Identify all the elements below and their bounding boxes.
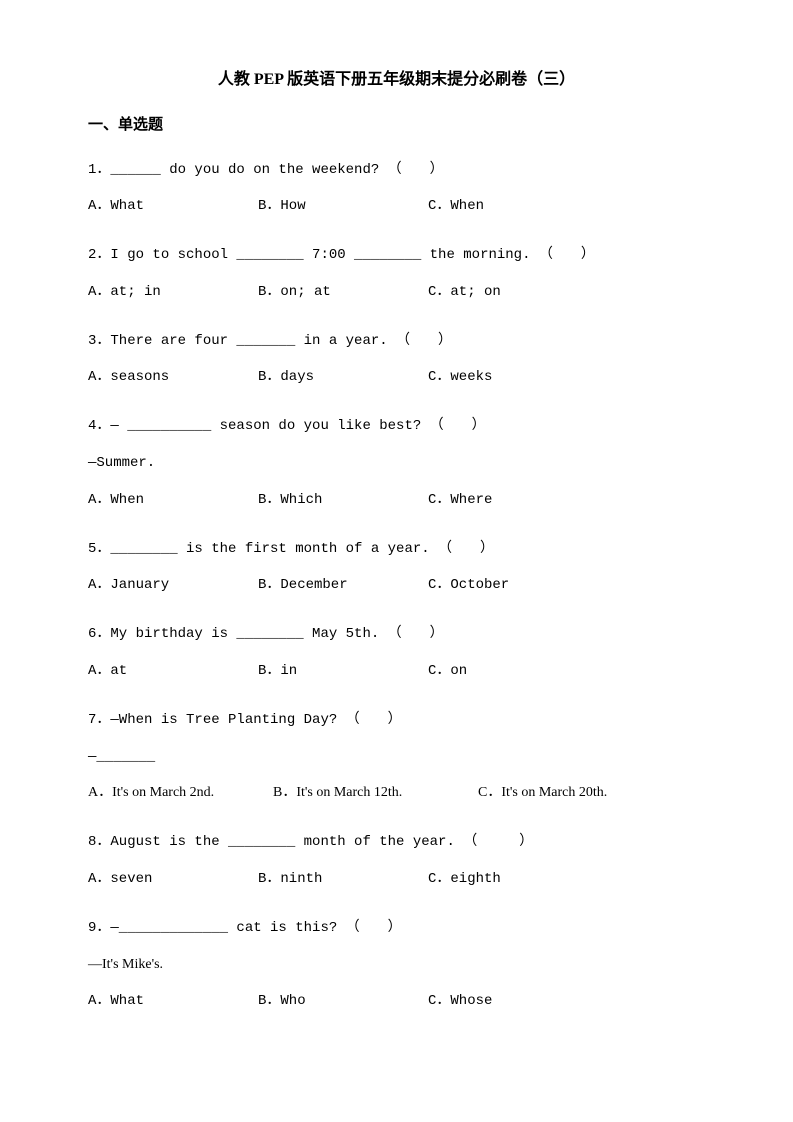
question-options: A．What B．How C．When xyxy=(88,191,705,222)
option-b: B．Which xyxy=(258,485,428,516)
question-options: A．at; in B．on; at C．at; on xyxy=(88,277,705,308)
option-a: A．It's on March 2nd. xyxy=(88,778,273,809)
option-c: C．on xyxy=(428,656,467,687)
question-4: 4．— __________ season do you like best? … xyxy=(88,411,705,515)
question-text: 7．—When is Tree Planting Day? （ ） xyxy=(88,705,705,736)
option-c: C．at; on xyxy=(428,277,501,308)
question-text: 9．—_____________ cat is this? （ ） xyxy=(88,913,705,944)
question-text2: —It's Mike's. xyxy=(88,950,705,981)
question-8: 8．August is the ________ month of the ye… xyxy=(88,827,705,895)
option-b: B．ninth xyxy=(258,864,428,895)
question-text2: —Summer. xyxy=(88,448,705,479)
question-options: A．It's on March 2nd. B．It's on March 12t… xyxy=(88,778,705,809)
option-a: A．seasons xyxy=(88,362,258,393)
question-options: A．seasons B．days C．weeks xyxy=(88,362,705,393)
question-5: 5．________ is the first month of a year.… xyxy=(88,534,705,602)
option-c: C．Where xyxy=(428,485,492,516)
option-c: C．October xyxy=(428,570,509,601)
question-1: 1．______ do you do on the weekend? （ ） A… xyxy=(88,155,705,223)
option-a: A．at xyxy=(88,656,258,687)
option-b: B．It's on March 12th. xyxy=(273,778,478,809)
question-text: 3．There are four _______ in a year. （ ） xyxy=(88,326,705,357)
question-6: 6．My birthday is ________ May 5th. （ ） A… xyxy=(88,619,705,687)
option-b: B．on; at xyxy=(258,277,428,308)
option-b: B．in xyxy=(258,656,428,687)
question-3: 3．There are four _______ in a year. （ ） … xyxy=(88,326,705,394)
option-a: A．seven xyxy=(88,864,258,895)
option-c: C．When xyxy=(428,191,484,222)
option-a: A．When xyxy=(88,485,258,516)
question-text: 1．______ do you do on the weekend? （ ） xyxy=(88,155,705,186)
option-b: B．days xyxy=(258,362,428,393)
question-options: A．seven B．ninth C．eighth xyxy=(88,864,705,895)
question-options: A．What B．Who C．Whose xyxy=(88,986,705,1017)
question-text2: —_______ xyxy=(88,742,705,773)
question-text: 5．________ is the first month of a year.… xyxy=(88,534,705,565)
option-a: A．at; in xyxy=(88,277,258,308)
option-a: A．January xyxy=(88,570,258,601)
question-7: 7．—When is Tree Planting Day? （ ） —_____… xyxy=(88,705,705,809)
option-a: A．What xyxy=(88,191,258,222)
question-text: 6．My birthday is ________ May 5th. （ ） xyxy=(88,619,705,650)
question-2: 2．I go to school ________ 7:00 ________ … xyxy=(88,240,705,308)
option-c: C．Whose xyxy=(428,986,492,1017)
option-c: C．eighth xyxy=(428,864,501,895)
question-9: 9．—_____________ cat is this? （ ） —It's … xyxy=(88,913,705,1017)
option-c: C．It's on March 20th. xyxy=(478,778,607,809)
question-options: A．January B．December C．October xyxy=(88,570,705,601)
question-text: 2．I go to school ________ 7:00 ________ … xyxy=(88,240,705,271)
option-c: C．weeks xyxy=(428,362,492,393)
question-text: 4．— __________ season do you like best? … xyxy=(88,411,705,442)
question-text: 8．August is the ________ month of the ye… xyxy=(88,827,705,858)
option-b: B．Who xyxy=(258,986,428,1017)
question-options: A．When B．Which C．Where xyxy=(88,485,705,516)
option-a: A．What xyxy=(88,986,258,1017)
page-title: 人教 PEP 版英语下册五年级期末提分必刷卷（三） xyxy=(88,68,705,92)
section-header: 一、单选题 xyxy=(88,114,705,137)
option-b: B．How xyxy=(258,191,428,222)
question-options: A．at B．in C．on xyxy=(88,656,705,687)
option-b: B．December xyxy=(258,570,428,601)
